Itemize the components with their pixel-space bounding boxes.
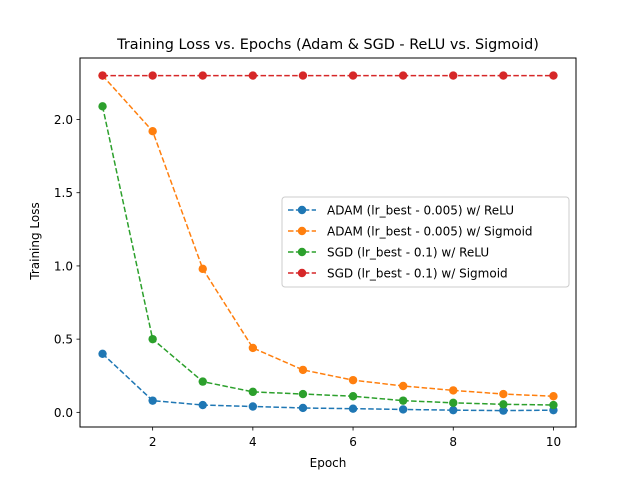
data-point: [248, 387, 258, 397]
series-line-3: [101, 106, 554, 406]
legend-item-3: SGD (lr_best - 0.1) w/ ReLU: [288, 246, 489, 260]
data-point: [248, 402, 258, 411]
data-point: [549, 71, 558, 80]
data-point: [348, 392, 358, 401]
data-point: [98, 102, 107, 111]
data-point: [549, 400, 558, 410]
data-point: [98, 71, 107, 80]
legend-label: SGD (lr_best - 0.1) w/ Sigmoid: [327, 267, 508, 281]
data-point: [148, 127, 157, 136]
data-point: [398, 71, 408, 80]
x-tick-label: 8: [449, 435, 457, 449]
data-point: [298, 389, 308, 399]
data-point: [549, 392, 558, 401]
data-point: [348, 71, 358, 80]
data-point: [398, 396, 408, 405]
data-point: [499, 389, 508, 399]
data-point: [248, 71, 258, 80]
legend: ADAM (lr_best - 0.005) w/ ReLU ADAM (lr_b…: [281, 196, 570, 288]
data-point: [398, 405, 408, 414]
series-4: [98, 71, 558, 80]
data-point: [449, 398, 458, 408]
data-point: [499, 406, 508, 415]
y-tick-label: 0.5: [54, 333, 73, 347]
data-point: [148, 71, 157, 80]
data-point: [198, 377, 207, 386]
legend-label: ADAM (lr_best - 0.005) w/ ReLU: [327, 204, 514, 218]
data-point: [148, 396, 157, 405]
data-point: [298, 365, 308, 375]
legend-label: SGD (lr_best - 0.1) w/ ReLU: [327, 246, 489, 260]
series-3: [98, 102, 558, 410]
chart-title: Training Loss vs. Epochs (Adam & SGD - R…: [116, 37, 539, 53]
y-tick-label: 1.0: [54, 259, 73, 273]
data-point: [398, 381, 408, 391]
data-point: [298, 403, 308, 413]
data-point: [499, 71, 508, 80]
data-point: [499, 400, 508, 409]
legend-swatch-marker: [297, 268, 307, 278]
data-point: [198, 400, 207, 410]
data-point: [449, 386, 458, 395]
x-tick-label: 2: [149, 435, 157, 449]
x-axis-title: Epoch: [310, 456, 347, 470]
y-tick-label: 0.0: [54, 406, 73, 420]
data-point: [449, 71, 458, 80]
data-point: [348, 375, 358, 385]
data-point: [198, 264, 207, 274]
series-line-1: [102, 353, 554, 412]
legend-box: [281, 196, 570, 288]
legend-item-4: SGD (lr_best - 0.1) w/ Sigmoid: [288, 267, 508, 281]
plot-frame: [79, 57, 577, 428]
data-point: [198, 71, 207, 80]
legend-item-2: ADAM (lr_best - 0.005) w/ Sigmoid: [288, 225, 533, 239]
data-point: [449, 405, 458, 415]
legend-item-1: ADAM (lr_best - 0.005) w/ ReLU: [288, 204, 514, 218]
x-tick-label: 10: [546, 435, 561, 449]
y-tick-label: 1.5: [54, 186, 73, 200]
legend-swatch-marker: [297, 226, 307, 236]
legend-swatch-marker: [297, 247, 307, 257]
x-tick-label: 6: [349, 435, 357, 449]
plot-area: 2 4 6 8 10 0.0 0.5 1.0 1.5 2.0: [54, 57, 577, 449]
legend-swatch-marker: [297, 205, 307, 215]
x-tick-label: 4: [249, 435, 257, 449]
series-1: [98, 349, 558, 415]
data-point: [98, 349, 107, 358]
y-tick-label: 2.0: [54, 113, 73, 127]
data-point: [298, 71, 308, 80]
data-point: [148, 334, 157, 344]
series-line-2: [101, 75, 554, 397]
data-point: [348, 404, 358, 413]
y-axis-title: Training Loss: [28, 202, 42, 280]
data-point: [248, 343, 258, 353]
legend-label: ADAM (lr_best - 0.005) w/ Sigmoid: [327, 225, 533, 239]
